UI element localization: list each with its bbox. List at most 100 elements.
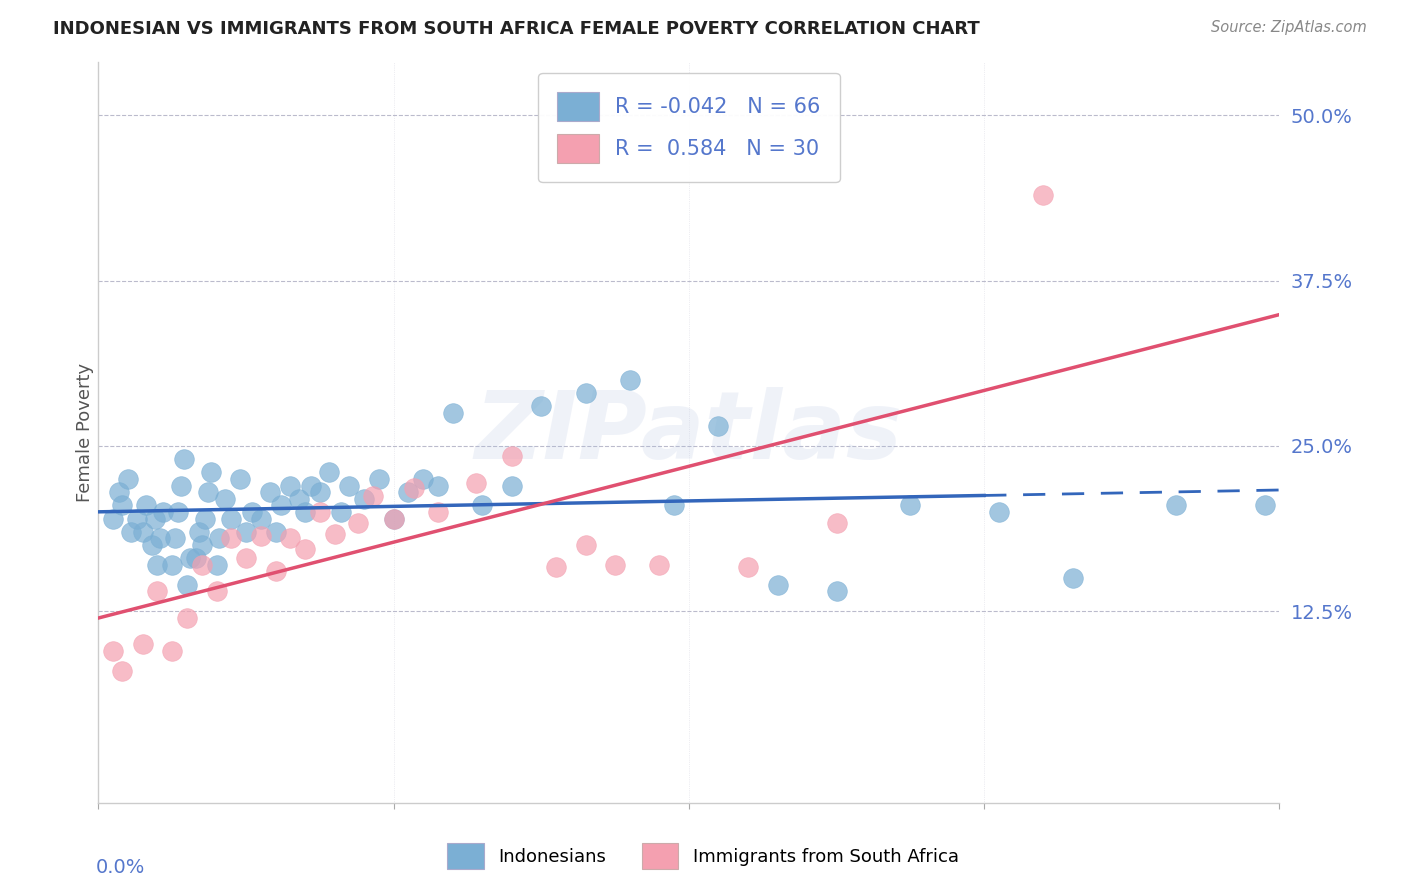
Point [111, 664, 134, 678]
Point [294, 505, 316, 519]
Point [575, 386, 598, 401]
Point [1254, 499, 1277, 513]
Point [146, 558, 169, 572]
Point [404, 481, 426, 495]
Point [501, 450, 523, 464]
Point [766, 577, 789, 591]
Point [191, 558, 214, 572]
Point [471, 499, 494, 513]
Text: ZIPatlas: ZIPatlas [475, 386, 903, 479]
Point [184, 551, 207, 566]
Point [825, 516, 848, 530]
Point [323, 527, 346, 541]
Point [825, 584, 848, 599]
Legend: Indonesians, Immigrants from South Africa: Indonesians, Immigrants from South Afric… [440, 836, 966, 876]
Point [501, 478, 523, 492]
Point [361, 489, 384, 503]
Legend: R = -0.042   N = 66, R =  0.584   N = 30: R = -0.042 N = 66, R = 0.584 N = 30 [538, 73, 839, 182]
Point [250, 529, 273, 543]
Y-axis label: Female Poverty: Female Poverty [76, 363, 94, 502]
Point [707, 419, 730, 434]
Point [132, 637, 155, 651]
Point [103, 644, 125, 658]
Point [309, 505, 332, 519]
Point [120, 524, 142, 539]
Point [575, 538, 598, 552]
Point [221, 532, 243, 546]
Point [179, 551, 201, 566]
Point [1032, 187, 1054, 202]
Text: 0.0%: 0.0% [96, 858, 145, 878]
Point [441, 406, 464, 420]
Point [288, 491, 311, 506]
Point [294, 541, 316, 556]
Point [240, 505, 263, 519]
Point [117, 472, 139, 486]
Point [197, 485, 219, 500]
Point [427, 478, 450, 492]
Point [173, 452, 195, 467]
Point [368, 472, 391, 486]
Point [143, 511, 166, 525]
Point [530, 399, 553, 413]
Point [427, 505, 450, 519]
Point [205, 558, 228, 572]
Point [176, 611, 198, 625]
Point [270, 499, 292, 513]
Point [664, 499, 686, 513]
Point [382, 511, 405, 525]
Point [187, 524, 209, 539]
Point [149, 532, 172, 546]
Point [229, 472, 252, 486]
Text: Source: ZipAtlas.com: Source: ZipAtlas.com [1211, 20, 1367, 35]
Point [648, 558, 671, 572]
Point [103, 511, 125, 525]
Point [235, 524, 257, 539]
Point [1166, 499, 1188, 513]
Point [135, 499, 157, 513]
Point [235, 551, 257, 566]
Point [221, 511, 243, 525]
Text: INDONESIAN VS IMMIGRANTS FROM SOUTH AFRICA FEMALE POVERTY CORRELATION CHART: INDONESIAN VS IMMIGRANTS FROM SOUTH AFRI… [53, 20, 980, 37]
Point [146, 584, 169, 599]
Point [264, 565, 287, 579]
Point [339, 478, 361, 492]
Point [141, 538, 163, 552]
Point [111, 499, 134, 513]
Point [280, 532, 302, 546]
Point [132, 524, 155, 539]
Point [1062, 571, 1084, 585]
Point [125, 511, 148, 525]
Point [619, 373, 641, 387]
Point [162, 558, 183, 572]
Point [170, 478, 193, 492]
Point [250, 511, 273, 525]
Point [264, 524, 287, 539]
Point [165, 532, 187, 546]
Point [208, 532, 231, 546]
Point [329, 505, 352, 519]
Point [162, 644, 183, 658]
Point [299, 478, 322, 492]
Point [398, 485, 420, 500]
Point [205, 584, 228, 599]
Point [988, 505, 1011, 519]
Point [200, 465, 222, 479]
Point [900, 499, 922, 513]
Point [280, 478, 302, 492]
Point [176, 577, 198, 591]
Point [259, 485, 281, 500]
Point [347, 516, 370, 530]
Point [737, 560, 759, 574]
Point [194, 511, 217, 525]
Point [318, 465, 340, 479]
Point [152, 505, 174, 519]
Point [605, 558, 627, 572]
Point [412, 472, 434, 486]
Point [309, 485, 332, 500]
Point [167, 505, 190, 519]
Point [191, 538, 214, 552]
Point [214, 491, 236, 506]
Point [108, 485, 131, 500]
Point [465, 475, 488, 490]
